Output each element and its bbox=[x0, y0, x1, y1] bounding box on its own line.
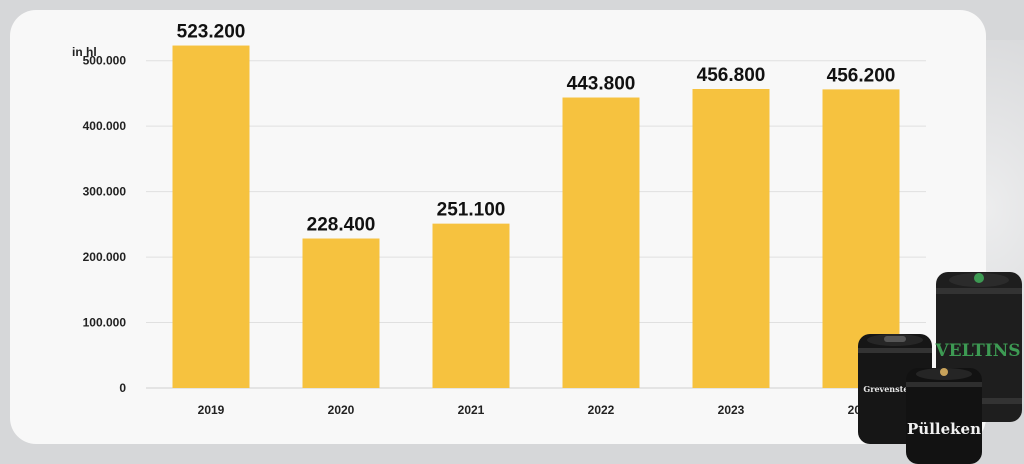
value-label-2019: 523.200 bbox=[177, 22, 246, 43]
y-tick-label: 300.000 bbox=[83, 185, 127, 199]
keg-brand-veltins: VELTINS bbox=[934, 341, 1020, 361]
value-label-2020: 228.400 bbox=[307, 215, 376, 236]
keg-brand-grevensteiner: Grevensteiner bbox=[863, 384, 927, 394]
x-tick-label-2023: 2023 bbox=[718, 403, 745, 417]
chart-card: 523.200 228.400 251.100 443.800 456.800 456.2… bbox=[10, 10, 986, 444]
gridlines bbox=[146, 60, 926, 389]
bar-2021 bbox=[432, 223, 510, 388]
value-label-2023: 456.800 bbox=[697, 65, 766, 86]
value-labels: 523.200 228.400 251.100 443.800 456.800 456.2… bbox=[177, 22, 896, 236]
bar-2023 bbox=[692, 89, 770, 389]
y-tick-label: 400.000 bbox=[83, 119, 127, 133]
x-tick-label-2022: 2022 bbox=[588, 403, 615, 417]
y-axis-label: in hl bbox=[72, 45, 97, 59]
bar-chart: 523.200 228.400 251.100 443.800 456.800 456.2… bbox=[72, 22, 926, 417]
x-tick-label-2019: 2019 bbox=[198, 403, 225, 417]
x-tick-label-2021: 2021 bbox=[458, 403, 485, 417]
bars bbox=[172, 45, 900, 389]
value-label-2021: 251.100 bbox=[437, 200, 506, 221]
bar-2019 bbox=[172, 45, 250, 389]
y-tick-label: 0 bbox=[119, 381, 126, 395]
value-label-2022: 443.800 bbox=[567, 74, 636, 95]
bar-2020 bbox=[302, 238, 380, 388]
y-tick-label: 500.000 bbox=[83, 54, 127, 68]
value-label-2024: 456.200 bbox=[827, 65, 896, 86]
x-tick-labels: 201920202021202220232024 bbox=[198, 403, 875, 417]
y-tick-label: 200.000 bbox=[83, 250, 127, 264]
keg-puelleken: Pülleken bbox=[906, 368, 982, 464]
beer-kegs-image: VELTINS Grevensteiner Pülleken bbox=[858, 272, 1022, 464]
bar-2022 bbox=[562, 97, 640, 388]
y-tick-labels: 0 100.000 200.000 300.000 400.000 500.000 bbox=[83, 54, 127, 395]
keg-brand-puelleken: Pülleken bbox=[907, 420, 981, 438]
x-tick-label-2020: 2020 bbox=[328, 403, 355, 417]
y-tick-label: 100.000 bbox=[83, 316, 127, 330]
